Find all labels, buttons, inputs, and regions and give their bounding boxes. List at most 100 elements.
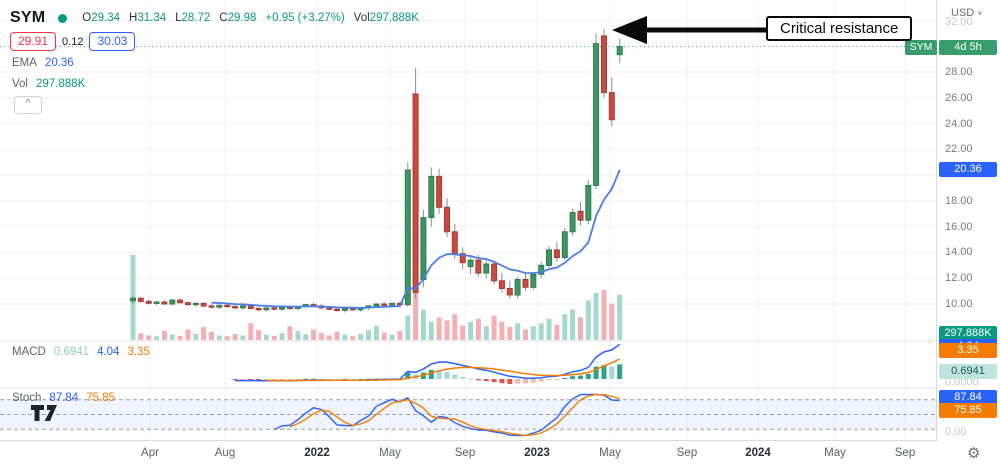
volume-bar: [169, 334, 175, 340]
candle-body: [428, 175, 435, 219]
candle-body: [224, 304, 231, 308]
candle-body: [169, 299, 176, 305]
macd-hist-bar: [546, 379, 552, 381]
volume-bar: [593, 292, 599, 340]
macd-hist-bar: [263, 379, 269, 380]
volume-bar: [475, 318, 481, 341]
volume-bar: [342, 334, 348, 340]
collapse-legend-button[interactable]: ^: [14, 96, 42, 114]
price-axis-label: 26.00: [945, 92, 973, 104]
volume-bar: [138, 333, 144, 340]
change-value: +0.95 (+3.27%): [265, 12, 345, 24]
critical-resistance-callout[interactable]: Critical resistance: [766, 16, 913, 41]
volume-bar: [248, 323, 254, 340]
volume-bar: [216, 335, 222, 340]
price-axis[interactable]: USD ∨ 32.00 28.00 26.00 24.00 22.00 18.00 16.00…: [905, 0, 1000, 441]
candle-body: [153, 301, 160, 304]
volume-bar: [279, 333, 285, 340]
macd-hist-bar: [609, 366, 615, 379]
candle-body: [192, 302, 199, 306]
macd-hist-bar: [515, 379, 521, 384]
stoch-k-line: [273, 393, 620, 437]
candle-body: [522, 279, 529, 288]
arrow-head-icon: [612, 16, 647, 44]
stoch-title: Stoch: [12, 392, 42, 404]
volume-value: 297.888K: [369, 12, 419, 24]
candle-body: [216, 304, 223, 308]
volume-bar: [209, 331, 214, 340]
macd-hist-bar: [585, 373, 591, 379]
ohlc-legend: O29.34 H31.34 L28.72 C29.98 +0.95 (+3.27…: [82, 12, 419, 24]
gear-icon[interactable]: ⚙: [967, 445, 981, 462]
volume-bar: [295, 330, 301, 340]
volume-bar: [515, 323, 521, 340]
macd-hist-bar: [350, 379, 356, 380]
macd-hist-bar: [578, 375, 583, 379]
volume-bar: [436, 317, 442, 340]
arrow-shaft: [645, 27, 768, 33]
candle-body: [334, 308, 341, 312]
candle-body: [161, 301, 168, 305]
currency-dropdown[interactable]: USD ∨: [951, 7, 982, 19]
macd-hist-bar: [240, 379, 246, 380]
stoch-d-value: 75.85: [86, 392, 115, 404]
volume-bar: [366, 330, 371, 340]
candle-body: [616, 46, 623, 56]
volume-bar: [413, 270, 419, 340]
volume-bar: [287, 326, 293, 340]
vol-label: Vol: [12, 78, 28, 90]
macd-legend: MACD 0.6941 4.04 3.35: [12, 346, 150, 358]
candle-body: [208, 305, 215, 308]
price-axis-label: 0.00: [945, 426, 967, 438]
macd-hist-bar: [287, 379, 293, 380]
time-axis-label: Sep: [676, 447, 698, 459]
open-value: 29.34: [91, 12, 121, 24]
volume-bar: [201, 327, 207, 340]
macd-hist-bar: [311, 378, 316, 380]
macd-hist-bar: [562, 378, 568, 379]
candle-body: [381, 303, 388, 306]
time-axis-label: May: [379, 447, 401, 459]
open-label: O: [82, 12, 92, 24]
candle-body: [255, 308, 262, 311]
candle-body: [577, 210, 584, 221]
macd-hist-bar: [248, 379, 254, 380]
volume-bar: [609, 303, 615, 340]
volume-bar: [240, 335, 246, 340]
spread-value: 0.12: [62, 35, 84, 48]
macd-hist-badge: 0.6941: [939, 364, 997, 379]
stoch-legend: Stoch 87.84 75.85: [12, 392, 115, 404]
volume-bar: [428, 321, 434, 340]
time-axis-label: 2022: [304, 447, 330, 459]
symbol-name[interactable]: SYM: [10, 9, 46, 26]
macd-hist-bar: [358, 378, 364, 380]
volume-bar: [420, 309, 426, 340]
low-value: 28.72: [181, 12, 211, 24]
candle-body: [420, 217, 427, 281]
candle-body: [137, 297, 144, 302]
bid-button[interactable]: 29.91: [10, 32, 57, 51]
candle-body: [553, 249, 560, 259]
candle-body: [389, 302, 396, 306]
price-axis-label: 14.00: [945, 246, 973, 258]
macd-hist-bar: [460, 377, 466, 379]
tradingview-logo-icon[interactable]: [30, 403, 62, 423]
ask-button[interactable]: 30.03: [89, 32, 136, 51]
axis-settings-corner: ⚙: [937, 441, 1000, 468]
candle-body: [608, 92, 615, 121]
vol-value: 297.888K: [36, 78, 86, 90]
time-axis-label: Aug: [214, 447, 236, 459]
volume-bar: [617, 294, 623, 340]
ema-legend: EMA 20.36: [12, 57, 74, 69]
macd-hist-bar: [318, 378, 324, 380]
volume-bar: [326, 335, 332, 340]
volume-badge: 297.888K: [939, 326, 997, 341]
countdown-badge: SYM 4d 5h: [905, 40, 997, 55]
volume-bar: [177, 335, 183, 341]
macd-hist-bar: [232, 379, 238, 380]
time-axis[interactable]: Apr Aug 2022 May Sep 2023 May Sep 2024 May Sep: [0, 441, 937, 468]
candle-body: [498, 280, 505, 289]
high-label: H: [129, 12, 138, 24]
macd-hist-bar: [483, 379, 489, 381]
